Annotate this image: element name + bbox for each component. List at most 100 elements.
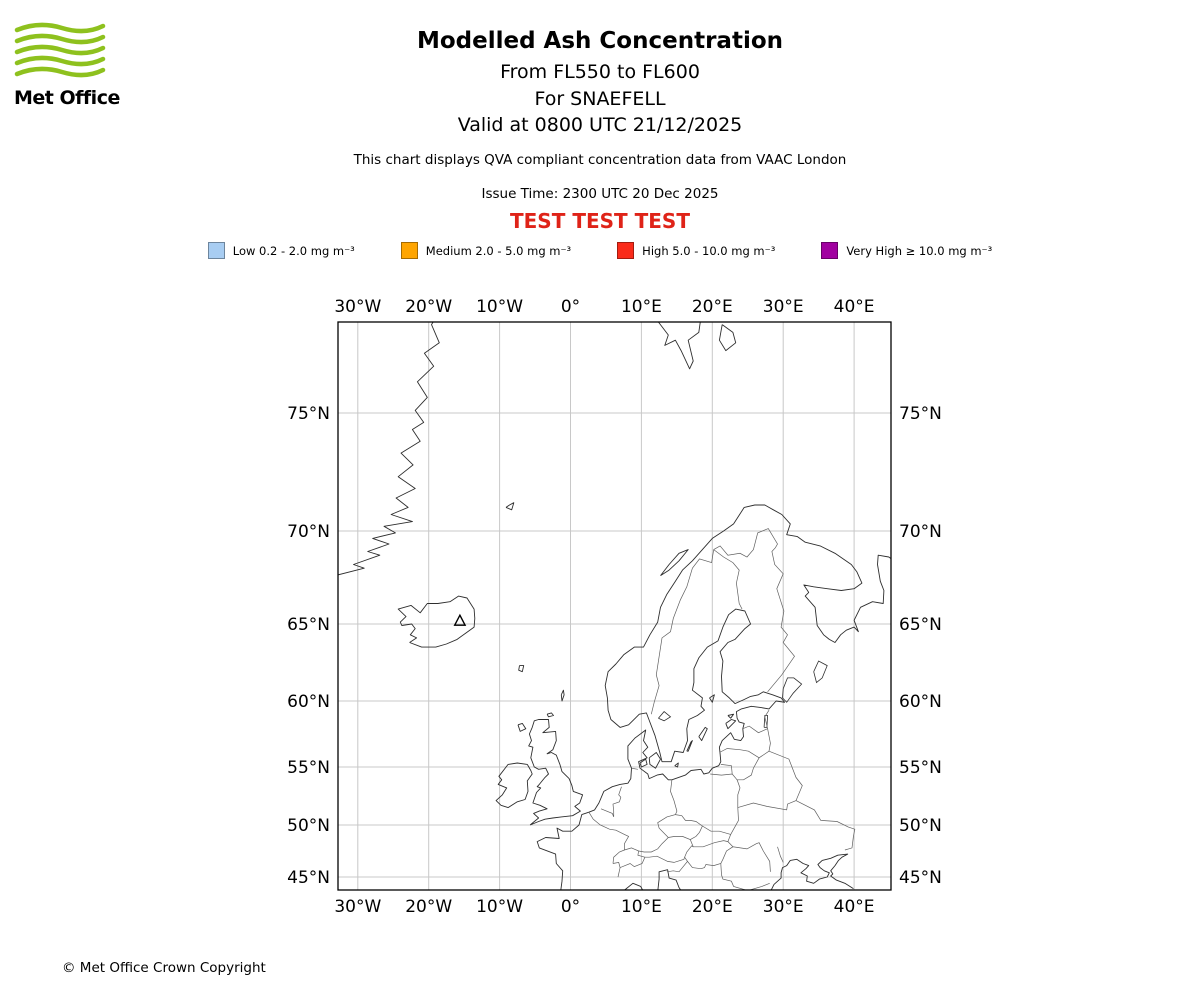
qva-description: This chart displays QVA compliant concen… [353, 151, 847, 168]
coastline [623, 882, 644, 890]
country-border [617, 847, 646, 878]
coastline [770, 853, 854, 890]
coastline [639, 758, 648, 768]
met-office-logo: Met Office [14, 20, 134, 109]
lat-tick-label-right: 75°N [899, 404, 942, 424]
lon-tick-label-top: 0° [561, 297, 580, 317]
country-border [713, 549, 743, 610]
lon-tick-label-top: 40°E [834, 297, 875, 317]
lat-tick-label-left: 75°N [287, 404, 330, 424]
lat-tick-label-right: 45°N [899, 868, 942, 888]
country-border [727, 834, 732, 842]
met-office-logo-text: Met Office [14, 87, 120, 109]
coastline [686, 740, 693, 752]
lat-tick-label-left: 55°N [287, 758, 330, 778]
lat-tick-label-left: 70°N [287, 522, 330, 542]
lon-tick-label-top: 20°W [405, 297, 452, 317]
copyright: © Met Office Crown Copyright [62, 960, 266, 976]
lon-tick-label-bottom: 10°W [476, 897, 523, 917]
country-border [719, 728, 771, 759]
map-layers [338, 322, 891, 890]
issue-time: Issue Time: 2300 UTC 20 Dec 2025 [481, 185, 719, 202]
legend-item-label: Low 0.2 - 2.0 mg m⁻³ [232, 243, 355, 258]
lon-tick-label-bottom: 10°E [621, 897, 662, 917]
low-concentration-swatch [207, 242, 225, 259]
legend-item-label: Very High ≥ 10.0 mg m⁻³ [846, 243, 993, 258]
lon-tick-label-top: 30°W [334, 297, 381, 317]
coastline [709, 694, 715, 703]
lon-tick-label-top: 30°E [763, 297, 804, 317]
lat-tick-label-right: 55°N [899, 758, 942, 778]
lake-outline [763, 715, 769, 728]
country-border [710, 773, 738, 781]
coastline [660, 549, 689, 576]
coastline [518, 665, 525, 673]
lon-tick-label-bottom: 40°E [834, 897, 875, 917]
concentration-legend: Low 0.2 - 2.0 mg m⁻³ Medium 2.0 - 5.0 mg… [0, 242, 1200, 259]
country-border [737, 750, 803, 811]
coastline [727, 713, 735, 719]
volcano-name-line: For SNAEFELL [534, 87, 666, 110]
medium-concentration-swatch [400, 242, 418, 259]
coastline [495, 762, 533, 809]
high-concentration-swatch [617, 242, 635, 259]
legend-item-medium: Medium 2.0 - 5.0 mg m⁻³ [400, 242, 572, 259]
coastline [725, 719, 737, 730]
coastline [657, 322, 701, 370]
legend-item-high: High 5.0 - 10.0 mg m⁻³ [617, 242, 775, 259]
coastline [528, 719, 584, 826]
country-border [687, 842, 771, 872]
coastline [698, 726, 708, 742]
country-border [795, 800, 856, 851]
legend-item-very-high: Very High ≥ 10.0 mg m⁻³ [821, 242, 992, 259]
lat-tick-label-left: 60°N [287, 692, 330, 712]
lake-outline [813, 660, 828, 684]
country-border [612, 861, 621, 868]
lon-tick-label-bottom: 20°E [692, 897, 733, 917]
flight-level-range: From FL550 to FL600 [500, 61, 700, 83]
volcano-marker [453, 613, 467, 626]
coastline [657, 869, 682, 890]
country-border [666, 857, 688, 873]
lat-tick-label-left: 45°N [287, 868, 330, 888]
country-border [600, 786, 622, 818]
lat-tick-label-right: 60°N [899, 692, 942, 712]
lon-tick-label-top: 10°E [621, 297, 662, 317]
lon-tick-label-top: 20°E [692, 297, 733, 317]
lat-tick-label-right: 70°N [899, 522, 942, 542]
country-border [631, 767, 638, 770]
lon-tick-label-bottom: 0° [561, 897, 580, 917]
lat-tick-label-right: 65°N [899, 615, 942, 635]
country-border [777, 846, 784, 863]
chart-header: Modelled Ash Concentration From FL550 to… [0, 28, 1200, 233]
legend-item-label: High 5.0 - 10.0 mg m⁻³ [642, 243, 776, 258]
country-border [742, 710, 770, 734]
country-border [644, 855, 685, 863]
lon-tick-label-bottom: 30°W [334, 897, 381, 917]
country-border [713, 528, 795, 693]
lat-tick-label-left: 50°N [287, 816, 330, 836]
coastline [397, 595, 476, 648]
country-border [730, 757, 760, 835]
legend-item-low: Low 0.2 - 2.0 mg m⁻³ [207, 242, 355, 259]
country-border [650, 549, 715, 715]
legend-item-label: Medium 2.0 - 5.0 mg m⁻³ [425, 243, 572, 258]
very-high-concentration-swatch [821, 242, 839, 259]
map-frame [337, 321, 892, 891]
country-border [720, 863, 770, 890]
coastline [674, 762, 679, 768]
coastline [718, 324, 737, 352]
lon-tick-label-bottom: 30°E [763, 897, 804, 917]
coastline [338, 322, 440, 576]
country-border [684, 845, 694, 858]
chart-title: Modelled Ash Concentration [416, 28, 784, 54]
country-border [689, 839, 734, 848]
coastline [560, 689, 565, 702]
coastline [536, 504, 891, 890]
coastline [546, 712, 554, 718]
coastline [517, 722, 527, 732]
met-office-logo-waves [14, 22, 106, 78]
valid-time-line: Valid at 0800 UTC 21/12/2025 [457, 114, 743, 136]
country-border [720, 764, 733, 775]
